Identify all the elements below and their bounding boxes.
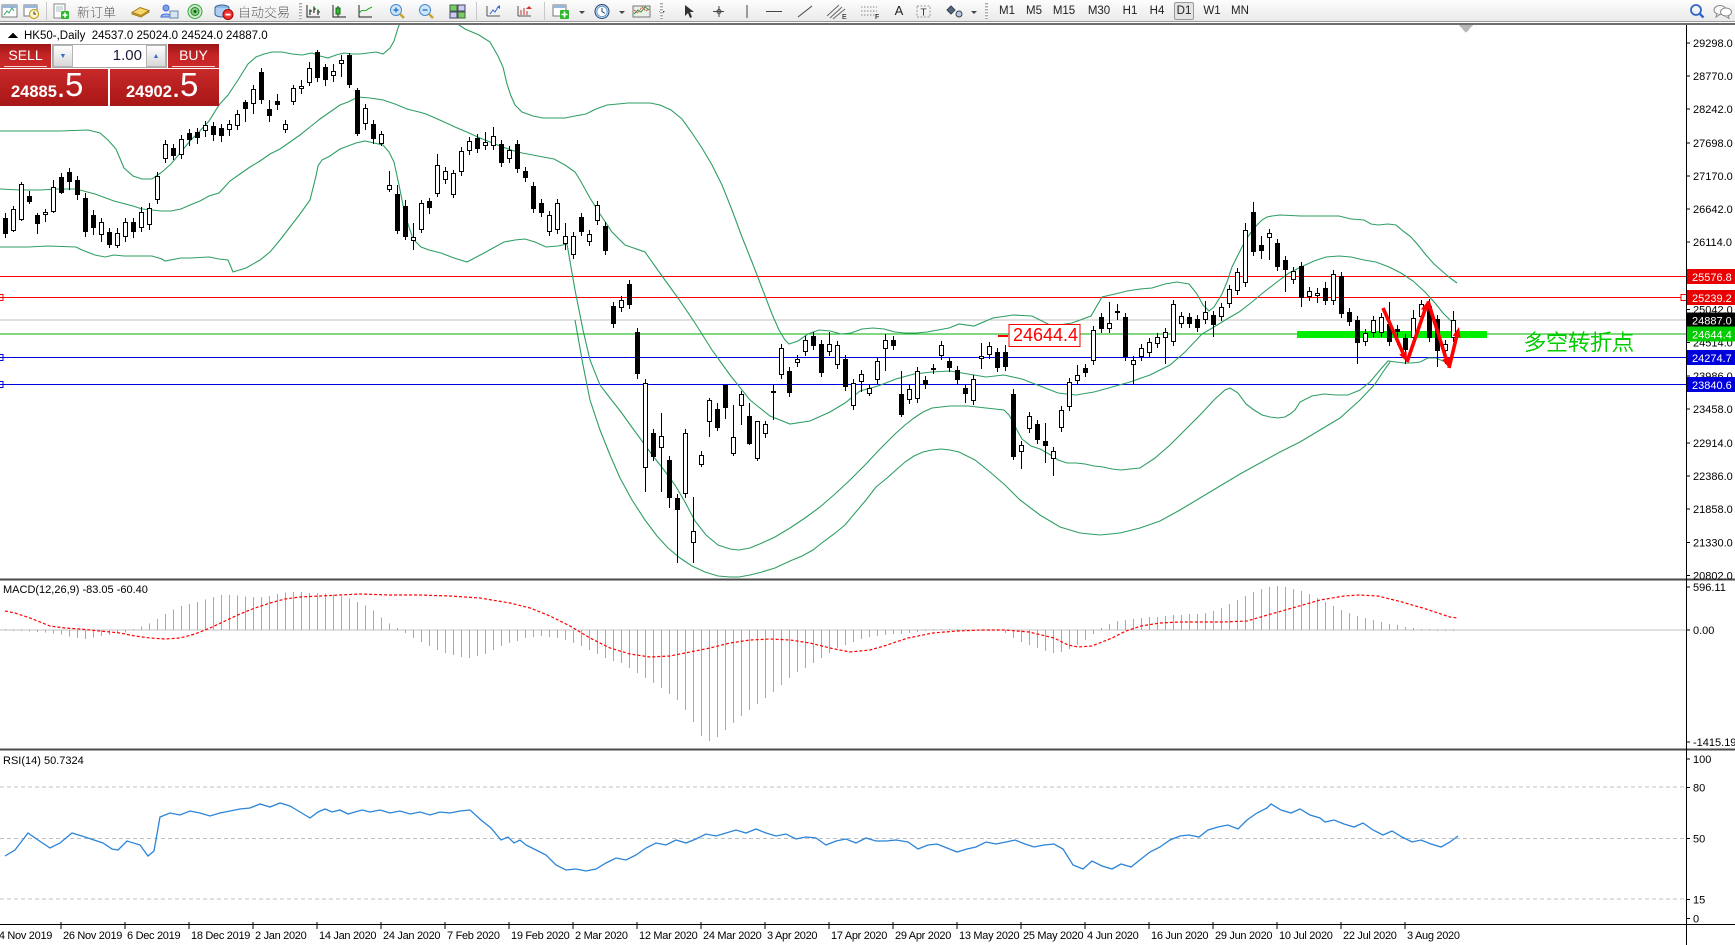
svg-text:24 Mar 2020: 24 Mar 2020 xyxy=(703,930,762,942)
svg-text:14 Nov 2019: 14 Nov 2019 xyxy=(0,930,52,942)
svg-text:28770.0: 28770.0 xyxy=(1693,71,1733,83)
svg-text:2 Jan 2020: 2 Jan 2020 xyxy=(255,930,307,942)
svg-text:50: 50 xyxy=(1693,834,1705,846)
svg-text:26 Nov 2019: 26 Nov 2019 xyxy=(63,930,122,942)
svg-text:-1415.19: -1415.19 xyxy=(1693,737,1735,749)
svg-text:E: E xyxy=(842,14,847,20)
svg-text:25 May 2020: 25 May 2020 xyxy=(1023,930,1083,942)
svg-text:26642.0: 26642.0 xyxy=(1693,204,1733,216)
svg-text:24 Jan 2020: 24 Jan 2020 xyxy=(383,930,440,942)
svg-text:29 Apr 2020: 29 Apr 2020 xyxy=(895,930,951,942)
svg-text:25239.2: 25239.2 xyxy=(1692,293,1732,305)
svg-text:15: 15 xyxy=(1693,895,1705,907)
svg-text:28242.0: 28242.0 xyxy=(1693,104,1733,116)
svg-text:22386.0: 22386.0 xyxy=(1693,471,1733,483)
svg-text:0: 0 xyxy=(1693,914,1699,926)
svg-text:27170.0: 27170.0 xyxy=(1693,171,1733,183)
svg-text:24644.4: 24644.4 xyxy=(1013,325,1078,345)
svg-text:12 Mar 2020: 12 Mar 2020 xyxy=(639,930,698,942)
svg-text:17 Apr 2020: 17 Apr 2020 xyxy=(831,930,887,942)
svg-text:F: F xyxy=(875,14,879,20)
svg-text:26114.0: 26114.0 xyxy=(1693,237,1732,249)
svg-text:27698.0: 27698.0 xyxy=(1693,138,1733,150)
svg-text:13 May 2020: 13 May 2020 xyxy=(959,930,1019,942)
svg-text:100: 100 xyxy=(1693,754,1711,766)
svg-text:MACD(12,26,9) -83.05 -60.40: MACD(12,26,9) -83.05 -60.40 xyxy=(3,584,148,596)
svg-text:HK50-,Daily 24537.0 25024.0 2: HK50-,Daily 24537.0 25024.0 24524.0 2488… xyxy=(24,30,268,42)
svg-text:23458.0: 23458.0 xyxy=(1693,404,1733,416)
svg-text:7 Feb 2020: 7 Feb 2020 xyxy=(447,930,500,942)
svg-text:25576.8: 25576.8 xyxy=(1692,272,1732,284)
svg-text:21330.0: 21330.0 xyxy=(1693,537,1733,549)
svg-text:3 Apr 2020: 3 Apr 2020 xyxy=(767,930,817,942)
svg-text:24887.0: 24887.0 xyxy=(1692,316,1732,328)
svg-text:RSI(14) 50.7324: RSI(14) 50.7324 xyxy=(3,755,84,767)
svg-text:29298.0: 29298.0 xyxy=(1693,38,1733,50)
svg-text:T: T xyxy=(921,8,927,19)
svg-text:14 Jan 2020: 14 Jan 2020 xyxy=(319,930,376,942)
svg-text:596.11: 596.11 xyxy=(1693,582,1726,594)
svg-text:22914.0: 22914.0 xyxy=(1693,438,1733,450)
svg-text:2 Mar 2020: 2 Mar 2020 xyxy=(575,930,628,942)
svg-text:22 Jul 2020: 22 Jul 2020 xyxy=(1343,930,1397,942)
svg-text:16 Jun 2020: 16 Jun 2020 xyxy=(1151,930,1208,942)
svg-text:6 Dec 2019: 6 Dec 2019 xyxy=(127,930,180,942)
svg-text:80: 80 xyxy=(1693,783,1705,795)
svg-text:21858.0: 21858.0 xyxy=(1693,504,1733,516)
svg-text:20802.0: 20802.0 xyxy=(1693,570,1733,582)
svg-text:29 Jun 2020: 29 Jun 2020 xyxy=(1215,930,1272,942)
svg-text:10 Jul 2020: 10 Jul 2020 xyxy=(1279,930,1333,942)
svg-text:3 Aug 2020: 3 Aug 2020 xyxy=(1407,930,1460,942)
svg-text:24274.7: 24274.7 xyxy=(1692,353,1732,365)
svg-text:23840.6: 23840.6 xyxy=(1692,380,1732,392)
svg-text:0.00: 0.00 xyxy=(1693,625,1714,637)
svg-text:24644.4: 24644.4 xyxy=(1692,330,1732,342)
svg-text:19 Feb 2020: 19 Feb 2020 xyxy=(511,930,570,942)
svg-text:18 Dec 2019: 18 Dec 2019 xyxy=(191,930,250,942)
svg-text:4 Jun 2020: 4 Jun 2020 xyxy=(1087,930,1139,942)
